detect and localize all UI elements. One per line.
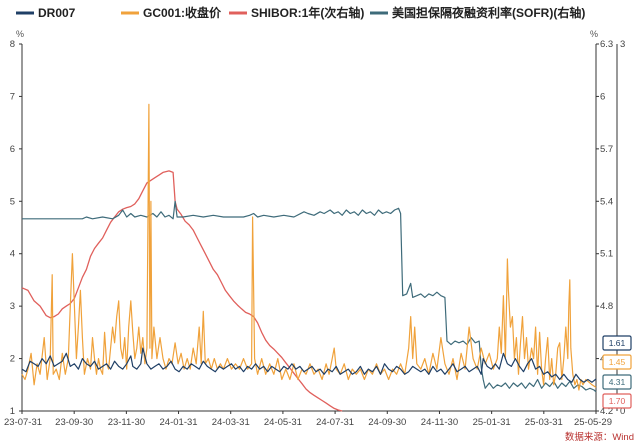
end-badge: 4.31 <box>602 374 632 390</box>
legend-label-shibor: SHIBOR:1年(次右轴) <box>251 5 364 20</box>
left-tick-label: 5 <box>10 196 15 207</box>
left-tick-label: 1 <box>10 406 15 417</box>
x-tick-label: 25-01-31 <box>473 417 511 428</box>
x-tick-label: 23-09-30 <box>55 417 93 428</box>
left-tick-label: 3 <box>10 301 15 312</box>
source-note: 数据来源：Wind <box>565 431 634 443</box>
end-badge-box <box>602 335 632 351</box>
legend-label-sofr: 美国担保隔夜融资利率(SOFR)(右轴) <box>392 5 585 20</box>
end-badge-box <box>602 374 632 390</box>
legend-label-dr007: DR007 <box>38 6 76 20</box>
x-tick-label: 24-05-31 <box>264 417 302 428</box>
left-tick-label: 7 <box>10 91 15 102</box>
left-tick-label: 6 <box>10 144 15 155</box>
right-tick-label: 4.2 <box>600 406 613 417</box>
end-value-badges: 1.61 1.45 4.31 1.70 <box>602 335 632 409</box>
right-tick-label: 5.4 <box>600 196 613 207</box>
x-tick-label: 23-11-30 <box>108 417 145 428</box>
end-badge: 1.61 <box>602 335 632 351</box>
end-badge-box <box>602 354 632 370</box>
right-tick-label: 4.8 <box>600 301 613 312</box>
end-badge: 1.45 <box>602 354 632 370</box>
right-tick-label: 6 <box>600 91 605 102</box>
end-badge-label: 1.70 <box>609 396 626 406</box>
x-tick-label: 24-07-31 <box>316 417 354 428</box>
series-line-sofr <box>22 200 597 393</box>
legend-label-gc001: GC001:收盘价 <box>143 5 222 20</box>
right-axis-unit: % <box>590 29 598 39</box>
left-tick-label: 8 <box>10 39 15 50</box>
end-badge: 1.70 <box>602 393 632 409</box>
series-line-shibor <box>21 170 343 412</box>
right-tick-label: 5.7 <box>600 144 613 155</box>
x-tick-label: 24-01-31 <box>160 417 198 428</box>
right-tick-label: 5.1 <box>600 249 613 260</box>
end-badge-label: 1.61 <box>609 338 626 348</box>
left-tick-label: 2 <box>10 354 15 365</box>
end-badge-label: 1.45 <box>609 357 626 367</box>
x-tick-label: 24-03-31 <box>212 417 250 428</box>
legend: DR007 GC001:收盘价 SHIBOR:1年(次右轴) 美国担保隔夜融资利… <box>16 5 585 20</box>
outer-right-tick-bottom: 0 <box>620 406 625 417</box>
x-tick-label: 25-03-31 <box>525 417 563 428</box>
outer-right-tick-top: 3 <box>620 39 625 50</box>
end-badge-box <box>602 393 632 409</box>
axes: 123456784.24.54.85.15.45.766.33023-07-31… <box>4 39 625 428</box>
x-tick-label: 25-05-29 <box>574 417 612 428</box>
right-tick-label: 6.3 <box>600 39 613 50</box>
x-tick-label: 24-11-30 <box>421 417 458 428</box>
left-axis-unit: % <box>16 29 24 39</box>
x-tick-label: 23-07-31 <box>4 417 42 428</box>
left-tick-label: 4 <box>10 249 15 260</box>
series-line-gc001 <box>21 103 597 391</box>
end-badge-label: 4.31 <box>609 377 626 387</box>
series-layer <box>21 103 597 412</box>
x-tick-label: 24-09-30 <box>368 417 406 428</box>
series-line-dr007 <box>21 347 597 383</box>
